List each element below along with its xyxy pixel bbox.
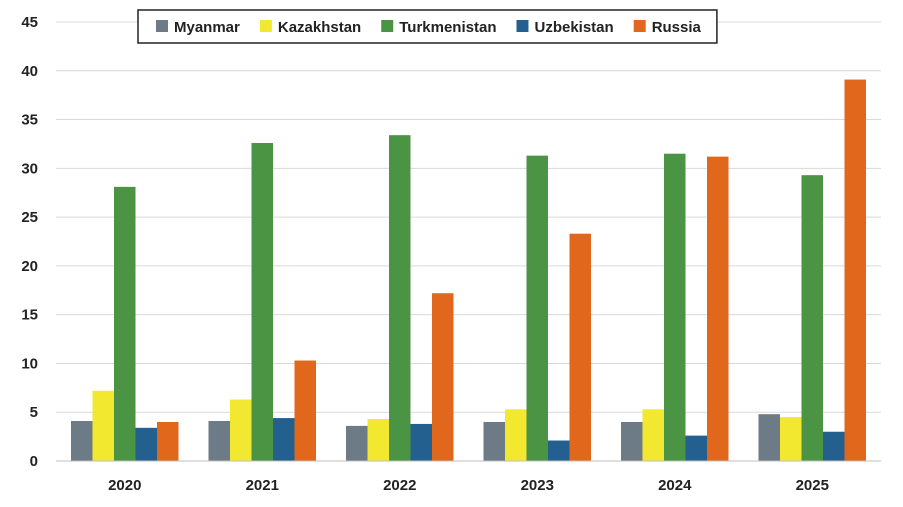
bar-russia-2024 bbox=[707, 156, 729, 462]
bar-russia-2023 bbox=[569, 233, 591, 461]
bar-turkmenistan-2021 bbox=[251, 142, 273, 462]
legend-label: Kazakhstan bbox=[278, 19, 361, 36]
y-axis-ticks: 0 5 10 15 20 25 30 35 40 45 bbox=[21, 14, 38, 470]
y-tick-label: 15 bbox=[21, 307, 38, 324]
y-tick-label: 40 bbox=[21, 63, 38, 80]
legend-label: Russia bbox=[652, 19, 702, 36]
bar-kazakhstan-2024 bbox=[642, 409, 664, 461]
legend-swatch bbox=[259, 20, 272, 32]
bar-myanmar-2025 bbox=[758, 414, 780, 461]
grid-lines bbox=[56, 21, 881, 413]
legend-item-uzbekistan: Uzbekistan bbox=[516, 19, 614, 36]
y-tick-label: 0 bbox=[30, 453, 38, 470]
y-tick-label: 5 bbox=[30, 404, 38, 421]
bars bbox=[71, 79, 866, 462]
bar-kazakhstan-2021 bbox=[230, 399, 252, 461]
bar-myanmar-2020 bbox=[71, 421, 93, 461]
bar-kazakhstan-2025 bbox=[780, 417, 802, 461]
y-tick-label: 25 bbox=[21, 209, 38, 226]
legend-swatch bbox=[633, 20, 646, 32]
bar-russia-2022 bbox=[432, 293, 454, 461]
bar-uzbekistan-2021 bbox=[273, 418, 295, 461]
y-tick-label: 30 bbox=[21, 160, 38, 177]
bar-myanmar-2021 bbox=[208, 421, 230, 461]
bar-myanmar-2024 bbox=[621, 421, 643, 461]
x-axis-ticks: 2020 2021 2022 2023 2024 2025 bbox=[108, 477, 829, 494]
x-tick-label: 2023 bbox=[521, 477, 554, 494]
legend-swatch bbox=[516, 20, 529, 32]
bar-turkmenistan-2022 bbox=[389, 135, 411, 462]
x-tick-label: 2024 bbox=[658, 477, 692, 494]
legend-item-kazakhstan: Kazakhstan bbox=[259, 19, 361, 36]
legend-item-russia: Russia bbox=[633, 19, 702, 36]
bar-uzbekistan-2023 bbox=[548, 440, 570, 461]
legend-item-myanmar: Myanmar bbox=[156, 19, 240, 36]
bar-russia-2021 bbox=[294, 360, 316, 461]
y-tick-label: 45 bbox=[21, 14, 38, 31]
bar-turkmenistan-2020 bbox=[114, 186, 136, 461]
bar-russia-2020 bbox=[157, 421, 179, 461]
x-tick-label: 2020 bbox=[108, 477, 141, 494]
bar-uzbekistan-2024 bbox=[685, 435, 707, 461]
bar-turkmenistan-2024 bbox=[664, 153, 686, 461]
y-tick-label: 10 bbox=[21, 355, 38, 372]
y-tick-label: 35 bbox=[21, 112, 38, 129]
bar-myanmar-2023 bbox=[483, 421, 505, 461]
legend-swatch bbox=[381, 20, 394, 32]
bar-myanmar-2022 bbox=[346, 425, 368, 461]
bar-kazakhstan-2020 bbox=[92, 390, 114, 461]
legend-label: Myanmar bbox=[174, 19, 240, 36]
legend-label: Uzbekistan bbox=[534, 19, 613, 36]
bar-kazakhstan-2023 bbox=[505, 409, 527, 461]
bar-turkmenistan-2023 bbox=[526, 155, 548, 461]
legend: Myanmar Kazakhstan Turkmenistan Uzbekistan R… bbox=[137, 9, 718, 44]
bar-turkmenistan-2025 bbox=[801, 175, 823, 461]
bar-uzbekistan-2020 bbox=[135, 427, 157, 461]
bar-uzbekistan-2025 bbox=[823, 431, 845, 461]
bar-kazakhstan-2022 bbox=[367, 419, 389, 461]
legend-item-turkmenistan: Turkmenistan bbox=[381, 19, 496, 36]
x-tick-label: 2021 bbox=[246, 477, 279, 494]
legend-swatch bbox=[156, 20, 168, 32]
legend-box bbox=[137, 9, 718, 44]
bar-russia-2025 bbox=[844, 79, 866, 462]
legend-label: Turkmenistan bbox=[399, 19, 496, 36]
x-tick-label: 2025 bbox=[796, 477, 829, 494]
bar-uzbekistan-2022 bbox=[410, 423, 432, 461]
x-tick-label: 2022 bbox=[383, 477, 416, 494]
y-tick-label: 20 bbox=[21, 258, 38, 275]
